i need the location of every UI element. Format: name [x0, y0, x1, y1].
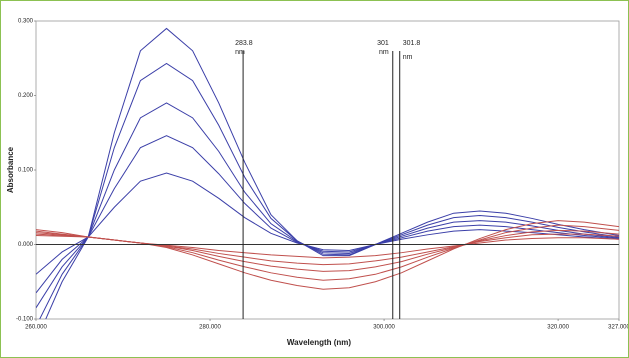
x-axis-title: Wavelength (nm) [287, 338, 351, 347]
annotation-unit: nm [379, 49, 389, 56]
y-axis-title: Absorbance [6, 146, 15, 193]
annotation-label: 301 [377, 40, 389, 47]
x-tick-label: 280.000 [199, 325, 221, 331]
plot-lines [36, 27, 619, 319]
x-tick-label: 327.000 [608, 325, 628, 331]
annotation-unit: nm [403, 54, 413, 61]
spectrum-line [36, 102, 619, 309]
x-tick-label: 260.000 [25, 325, 47, 331]
y-tick-label: 0.000 [18, 242, 34, 248]
spectrum-line [36, 235, 619, 259]
annotation-label: 283.8 [235, 40, 253, 47]
annotation-unit: nm [235, 49, 245, 56]
spectrum-line [45, 27, 619, 319]
x-tick-label: 300.000 [373, 325, 395, 331]
y-tick-label: 0.100 [18, 168, 34, 174]
plot-frame [35, 20, 620, 320]
spectrum-line [39, 62, 619, 319]
spectrum-line [36, 220, 619, 290]
y-tick-label: 0.300 [18, 19, 34, 25]
x-tick-label: 320.000 [547, 325, 569, 331]
y-tick-label: -0.100 [16, 317, 34, 323]
y-tick-label: 0.200 [18, 93, 34, 99]
annotation-label: 301.8 [403, 40, 421, 47]
spectrum-line [36, 135, 619, 294]
